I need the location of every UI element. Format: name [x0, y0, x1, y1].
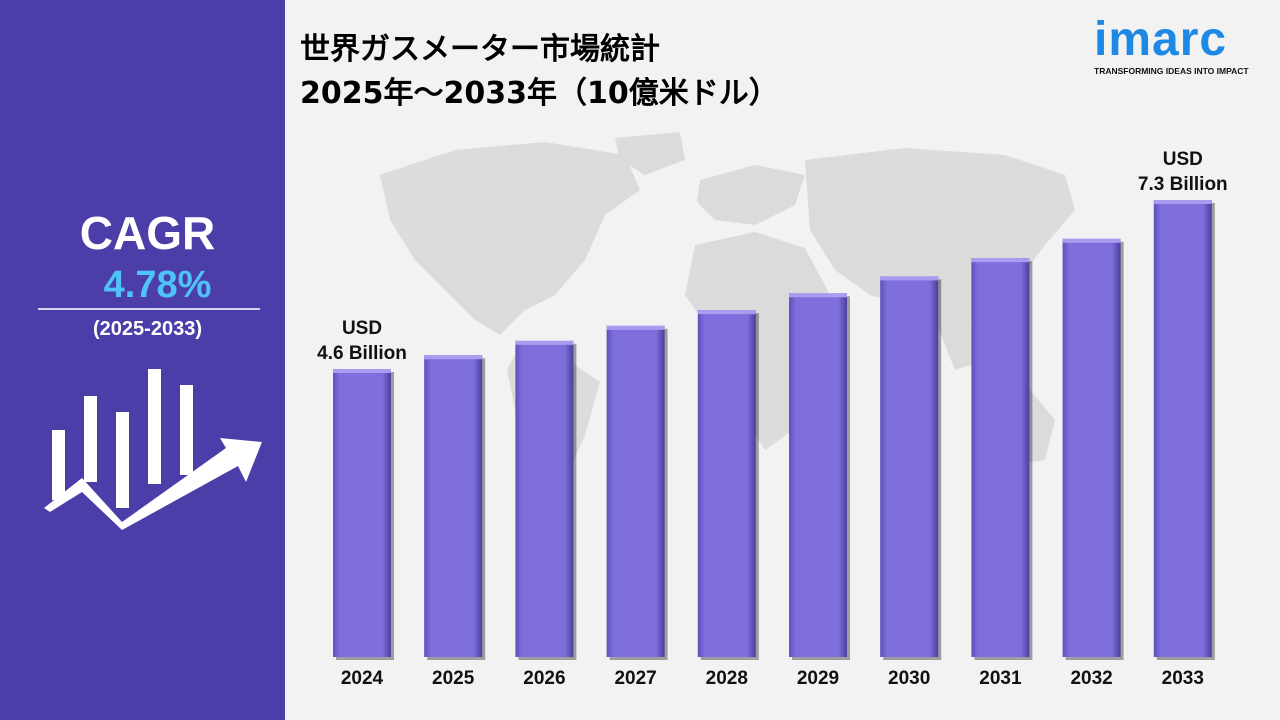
bar-2026 — [515, 340, 574, 657]
cagr-period: (2025-2033) — [93, 318, 202, 340]
chart-title-line-2: 2025年～2033年（10億米ドル） — [300, 76, 779, 111]
x-tick-label-2025: 2025 — [432, 668, 475, 689]
x-tick-label-2028: 2028 — [706, 668, 748, 689]
x-tick-label-2024: 2024 — [341, 668, 384, 689]
x-axis-labels: 2024 2025 2026 2027 2028 2029 2030 2031 2032 2033 — [341, 668, 1204, 689]
growth-chart-arrow-icon — [44, 369, 262, 530]
bar-2028 — [697, 310, 756, 657]
sidebar: CAGR 4.78% (2025-2033) — [0, 0, 285, 720]
brand-logo: imarc TRANSFORMING IDEAS INTO IMPACT — [1094, 12, 1264, 76]
x-tick-label-2033: 2033 — [1162, 668, 1204, 689]
bar-2025 — [424, 355, 483, 657]
data-label-2024-1: 4.6 Billion — [317, 343, 407, 364]
bar-cap-2033 — [1153, 200, 1212, 204]
bar-cap-2030 — [880, 276, 939, 281]
bar-cap-2028 — [697, 310, 756, 315]
bar-cap-2031 — [971, 258, 1030, 263]
bar-annotations: USD 4.6 Billion USD 7.3 Billion — [317, 149, 1228, 364]
bar-2032 — [1062, 238, 1121, 657]
x-tick-label-2026: 2026 — [523, 668, 565, 689]
cagr-divider — [38, 308, 260, 310]
bar-2031 — [971, 258, 1030, 657]
x-tick-label-2030: 2030 — [888, 668, 930, 689]
bars — [333, 200, 1215, 660]
bar-2024 — [333, 369, 391, 657]
bar-cap-2027 — [606, 325, 665, 330]
bar-cap-2025 — [424, 355, 483, 360]
brand-name: imarc — [1094, 13, 1228, 66]
x-tick-label-2027: 2027 — [614, 668, 656, 689]
cagr-label: CAGR — [79, 207, 216, 259]
bar-cap-2024 — [333, 369, 391, 374]
bar-cap-2026 — [515, 340, 574, 345]
bar-2027 — [606, 325, 665, 657]
bar-cap-2032 — [1062, 238, 1121, 243]
bar-2029 — [789, 293, 847, 657]
brand-tagline: TRANSFORMING IDEAS INTO IMPACT — [1094, 66, 1249, 76]
chart-title-line-1: 世界ガスメーター市場統計 — [300, 32, 660, 67]
data-label-2033-1: 7.3 Billion — [1138, 174, 1228, 195]
bar-cap-2029 — [789, 293, 847, 298]
bar-chart: 2024 2025 2026 2027 2028 2029 2030 2031 2032 2033… — [317, 132, 1228, 689]
x-tick-label-2031: 2031 — [979, 668, 1022, 689]
bar-2030 — [880, 276, 939, 657]
x-tick-label-2029: 2029 — [797, 668, 839, 689]
cagr-value: 4.78% — [103, 264, 212, 306]
data-label-2033-0: USD — [1163, 149, 1203, 170]
x-tick-label-2032: 2032 — [1070, 668, 1112, 689]
chart-title: 世界ガスメーター市場統計 2025年～2033年（10億米ドル） — [300, 28, 779, 116]
bar-2033 — [1153, 200, 1212, 657]
data-label-2024-0: USD — [342, 318, 382, 339]
